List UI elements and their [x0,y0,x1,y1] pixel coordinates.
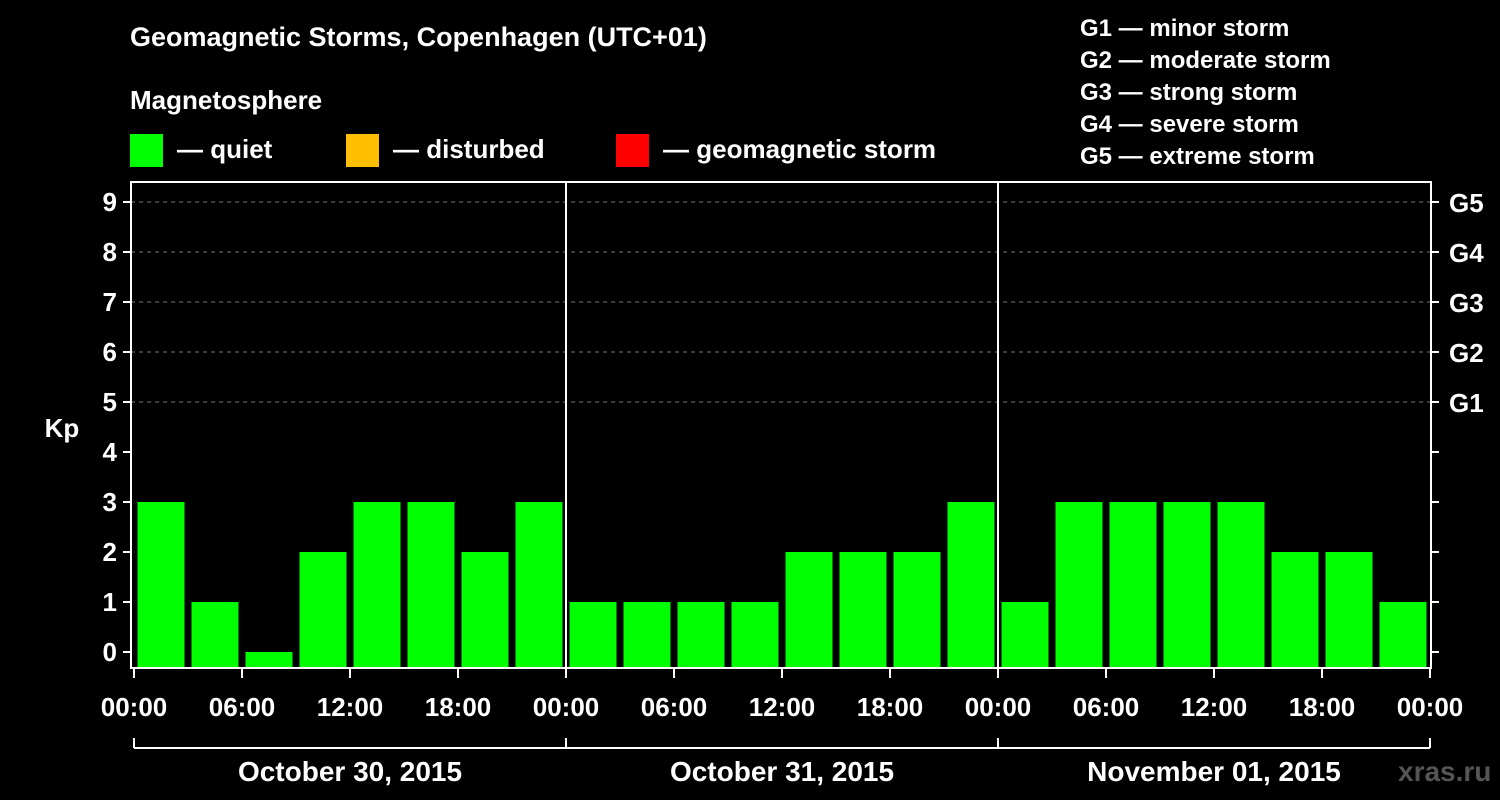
y-tick-label-4: 4 [103,437,118,467]
bar-20 [1163,502,1211,668]
bar-4 [299,552,347,668]
date-label-1: October 31, 2015 [670,756,894,787]
g-label-G4: G4 [1449,238,1484,268]
legend-title: Magnetosphere [130,85,323,115]
x-tick-label-12: 00:00 [1397,692,1464,722]
x-tick-label-2: 12:00 [317,692,384,722]
g-label-G1: G1 [1449,388,1484,418]
legend-swatch-disturbed [346,134,379,167]
bar-11 [677,602,725,668]
g-scale-g5: G5 — extreme storm [1080,143,1315,170]
bar-8 [515,502,563,668]
bar-16 [947,502,995,668]
legend-swatch-storm [616,134,649,167]
g-scale-g1: G1 — minor storm [1080,15,1290,42]
g-scale-g3: G3 — strong storm [1080,79,1298,106]
y-tick-label-3: 3 [103,487,117,517]
y-tick-label-2: 2 [103,537,117,567]
y-tick-label-8: 8 [103,237,117,267]
g-scale-g4: G4 — severe storm [1080,111,1299,138]
legend-swatch-quiet [130,134,163,167]
date-label-2: November 01, 2015 [1087,756,1341,787]
x-tick-label-5: 06:00 [641,692,708,722]
x-tick-label-8: 00:00 [965,692,1032,722]
g-scale-g2: G2 — moderate storm [1080,47,1331,74]
bar-23 [1325,552,1373,668]
x-tick-label-6: 12:00 [749,692,816,722]
y-tick-label-6: 6 [103,337,117,367]
bar-12 [731,602,779,668]
g-label-G3: G3 [1449,288,1484,318]
y-tick-label-9: 9 [103,187,117,217]
y-tick-label-7: 7 [103,287,117,317]
bar-9 [569,602,617,668]
legend-label-storm: — geomagnetic storm [663,134,937,164]
bar-3 [245,652,293,668]
x-tick-label-11: 18:00 [1289,692,1356,722]
bar-18 [1055,502,1103,668]
bar-15 [893,552,941,668]
bar-5 [353,502,401,668]
x-tick-label-0: 00:00 [101,692,168,722]
bar-17 [1001,602,1049,668]
x-tick-label-3: 18:00 [425,692,492,722]
bar-10 [623,602,671,668]
g-label-G5: G5 [1449,188,1484,218]
legend-label-quiet: — quiet [177,134,273,164]
bar-2 [191,602,239,668]
bar-21 [1217,502,1265,668]
chart-title: Geomagnetic Storms, Copenhagen (UTC+01) [130,22,707,52]
y-tick-label-5: 5 [103,387,117,417]
bar-24 [1379,602,1427,668]
bar-1 [137,502,185,668]
x-tick-label-10: 12:00 [1181,692,1248,722]
bar-14 [839,552,887,668]
bar-19 [1109,502,1157,668]
bar-6 [407,502,455,668]
bar-7 [461,552,509,668]
watermark: xras.ru [1398,756,1492,787]
x-tick-label-1: 06:00 [209,692,276,722]
g-label-G2: G2 [1449,338,1484,368]
y-tick-label-0: 0 [103,637,117,667]
x-tick-label-4: 00:00 [533,692,600,722]
legend-label-disturbed: — disturbed [393,134,545,164]
x-tick-label-7: 18:00 [857,692,924,722]
bar-13 [785,552,833,668]
x-tick-label-9: 06:00 [1073,692,1140,722]
y-tick-label-1: 1 [103,587,117,617]
date-label-0: October 30, 2015 [238,756,462,787]
bar-22 [1271,552,1319,668]
y-axis-label: Kp [45,413,80,443]
